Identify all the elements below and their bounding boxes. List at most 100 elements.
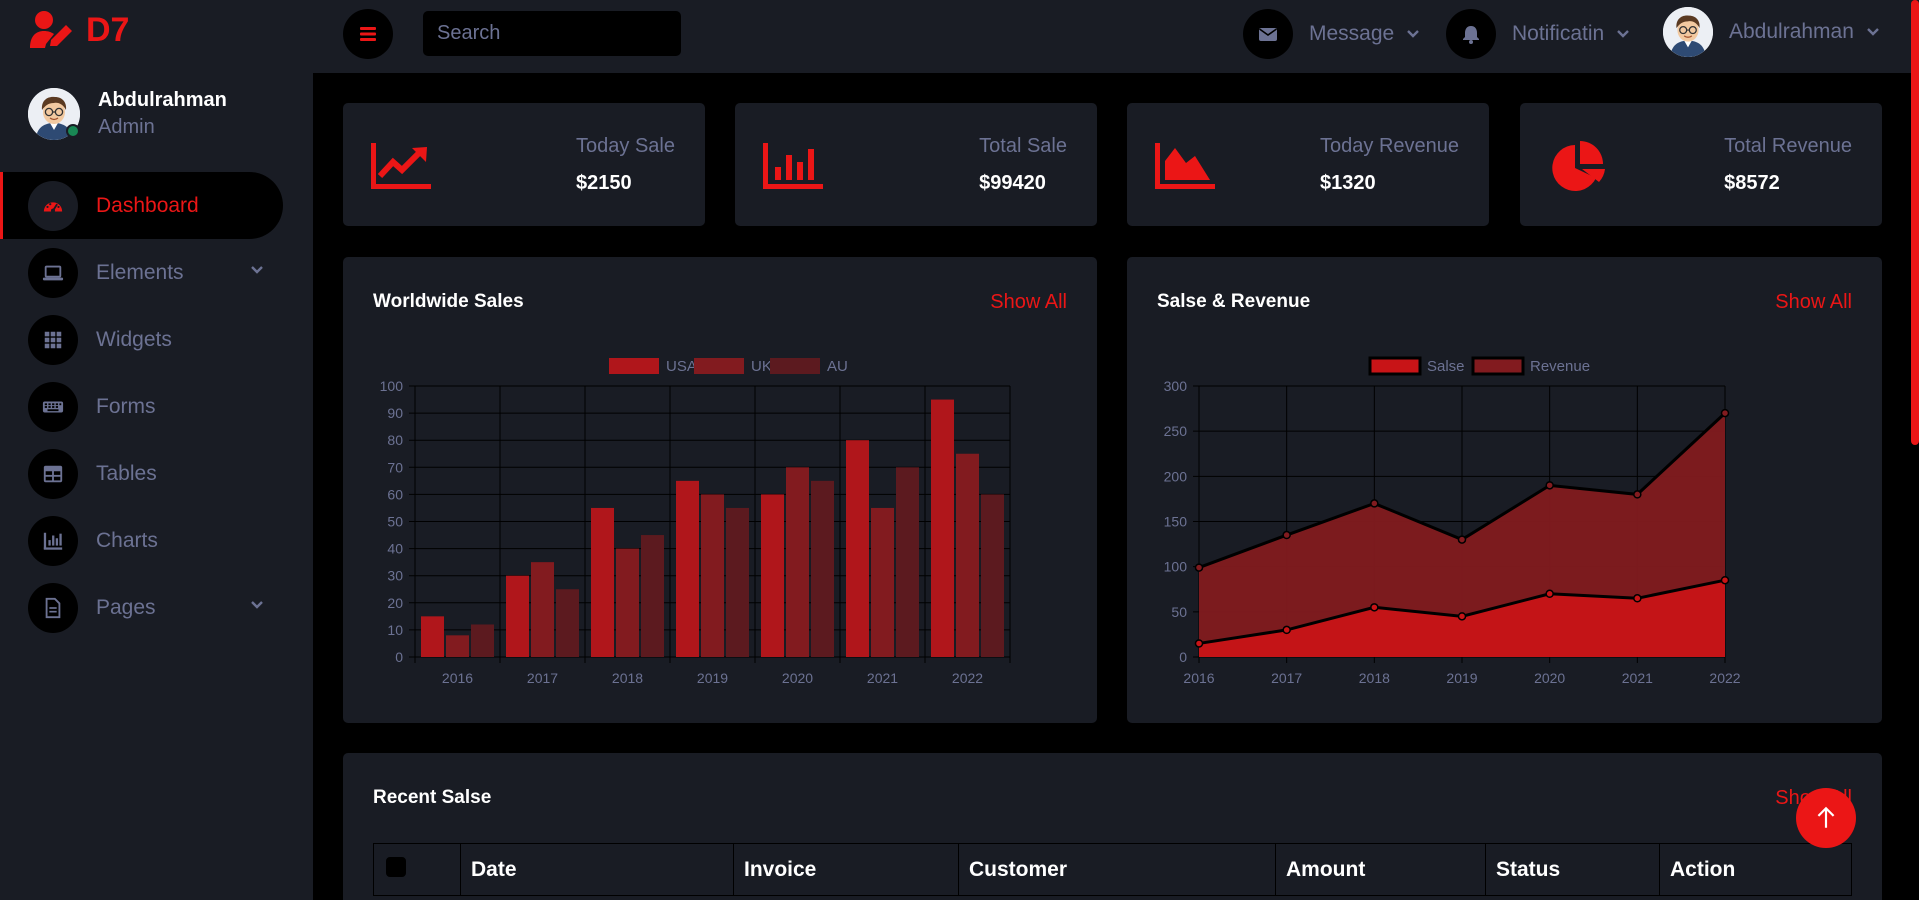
sidebar-item-elements[interactable]: Elements <box>0 239 313 306</box>
sales-revenue-card: Salse & Revenue Show All 0 50 100 150 200 250… <box>1127 257 1882 723</box>
x-tick-label: 2021 <box>1622 670 1653 686</box>
chart-pie-icon <box>1552 141 1605 191</box>
bar <box>846 440 869 657</box>
column-header[interactable]: Invoice <box>733 843 959 896</box>
sidebar-item-label: Dashboard <box>96 193 199 217</box>
y-tick-label: 100 <box>380 378 404 394</box>
sidebar-item-dashboard[interactable]: Dashboard <box>0 172 283 239</box>
brand-logo[interactable]: D7 <box>28 8 129 52</box>
topbar: Message Notificatin <box>313 0 1919 73</box>
x-tick-label: 2022 <box>1709 670 1740 686</box>
column-header[interactable]: Date <box>460 843 734 896</box>
chevron-down-icon <box>1867 28 1879 36</box>
show-all-link[interactable]: Show All <box>990 291 1067 313</box>
data-point <box>1282 625 1291 635</box>
bar <box>641 535 664 657</box>
show-all-link[interactable]: Show All <box>1775 291 1852 313</box>
y-tick-label: 70 <box>387 459 403 475</box>
sidebar-item-label: Tables <box>96 461 157 485</box>
x-tick-label: 2017 <box>1271 670 1302 686</box>
worldwide-sales-chart: 0 10 20 30 40 50 60 70 80 90 100 2016 2017 2018 2019 20… <box>380 358 1011 686</box>
data-point <box>1720 408 1730 418</box>
y-tick-label: 0 <box>395 649 403 665</box>
bar <box>616 548 639 657</box>
sidebar-item-charts[interactable]: Charts <box>0 507 313 574</box>
bar <box>871 507 894 657</box>
notification-dropdown[interactable]: Notificatin <box>1446 9 1630 59</box>
bar <box>981 494 1004 657</box>
stat-value: $8572 <box>1724 172 1780 194</box>
y-tick-label: 300 <box>1164 378 1188 394</box>
table-header-row: Date Invoice Customer Amount Status Acti… <box>373 843 1852 896</box>
x-tick-label: 2020 <box>1534 670 1565 686</box>
sidebar-item-forms[interactable]: Forms <box>0 373 313 440</box>
sidebar-profile: Abdulrahman Admin <box>28 88 227 140</box>
select-all-checkbox[interactable] <box>386 856 406 877</box>
select-all-cell <box>373 843 461 896</box>
sidebar-item-label: Widgets <box>96 327 172 351</box>
chart-bar-icon <box>28 515 78 566</box>
column-header[interactable]: Action <box>1659 843 1852 896</box>
stat-value: $2150 <box>576 172 632 194</box>
sidebar-item-widgets[interactable]: Widgets <box>0 306 313 373</box>
sidebar-item-tables[interactable]: Tables <box>0 440 313 507</box>
bell-icon <box>1446 9 1496 59</box>
legend-swatch <box>770 358 820 374</box>
data-point <box>1720 575 1730 585</box>
legend-swatch <box>1471 356 1525 376</box>
sidebar: D7 Abdulrahman Admin <box>0 0 313 900</box>
y-tick-label: 30 <box>387 568 403 584</box>
page-scrollbar[interactable] <box>1911 0 1919 445</box>
back-to-top-button[interactable] <box>1796 788 1856 848</box>
y-tick-label: 90 <box>387 405 403 421</box>
card-title: Worldwide Sales <box>373 291 524 312</box>
sidebar-item-label: Pages <box>96 595 156 619</box>
sidebar-item-label: Charts <box>96 528 158 552</box>
y-tick-label: 20 <box>387 595 403 611</box>
data-point <box>1457 535 1467 544</box>
y-tick-label: 100 <box>1164 559 1188 575</box>
avatar <box>28 88 80 140</box>
stat-value: $99420 <box>979 172 1046 194</box>
y-tick-label: 80 <box>387 432 403 448</box>
column-header[interactable]: Amount <box>1275 843 1486 896</box>
search-input[interactable] <box>423 11 681 56</box>
data-point <box>1545 481 1554 490</box>
sidebar-item-pages[interactable]: Pages <box>0 574 313 641</box>
keyboard-icon <box>28 381 78 432</box>
y-tick-label: 0 <box>1179 649 1187 665</box>
stat-card-total-sale: Total Sale $99420 <box>735 103 1097 226</box>
data-point <box>1457 612 1467 621</box>
column-header[interactable]: Status <box>1485 843 1660 896</box>
y-tick-label: 60 <box>387 486 403 502</box>
stat-label: Total Sale <box>979 135 1067 157</box>
column-header[interactable]: Customer <box>958 843 1276 896</box>
y-tick-label: 150 <box>1164 514 1188 530</box>
stat-card-today-revenue: Today Revenue $1320 <box>1127 103 1489 226</box>
x-tick-label: 2021 <box>867 670 898 686</box>
bar <box>506 575 529 657</box>
legend-label: Salse <box>1427 358 1465 375</box>
tachometer-icon <box>28 180 78 231</box>
user-edit-icon <box>30 11 72 48</box>
x-tick-label: 2019 <box>697 670 728 686</box>
data-point <box>1282 530 1291 540</box>
data-point <box>1194 563 1204 572</box>
chevron-down-icon <box>1617 30 1630 38</box>
chevron-down-icon <box>251 266 263 274</box>
data-point <box>1633 490 1642 499</box>
stat-label: Total Revenue <box>1724 135 1852 157</box>
message-dropdown[interactable]: Message <box>1243 9 1420 59</box>
bar <box>786 467 809 657</box>
online-status-dot <box>66 124 80 138</box>
x-tick-label: 2016 <box>442 670 473 686</box>
chart-area-icon <box>1155 143 1215 189</box>
y-tick-label: 40 <box>387 541 403 557</box>
x-tick-label: 2019 <box>1446 670 1477 686</box>
user-dropdown[interactable]: Abdulrahman <box>1663 7 1880 57</box>
envelope-icon <box>1243 9 1293 59</box>
table-icon <box>28 448 78 499</box>
bar <box>896 467 919 657</box>
sidebar-toggle-button[interactable] <box>343 9 393 59</box>
notification-label: Notificatin <box>1512 22 1605 45</box>
